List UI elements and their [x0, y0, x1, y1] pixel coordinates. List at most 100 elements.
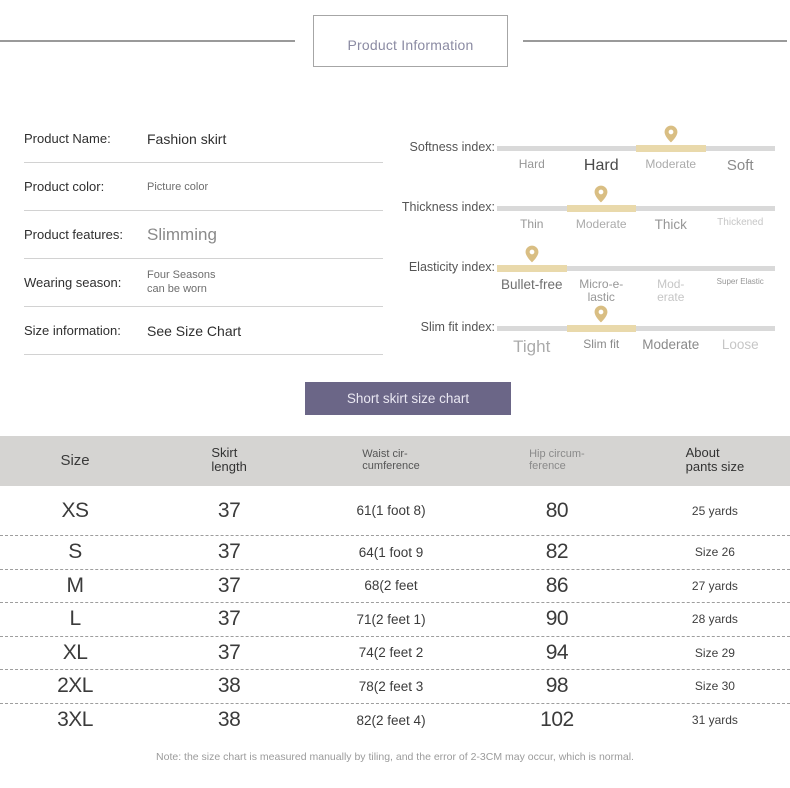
- slider-track: [497, 205, 775, 212]
- product-color-label: Product color:: [24, 179, 105, 194]
- index-option: Loose: [721, 337, 759, 352]
- cell-hip: 86: [545, 573, 569, 597]
- index-option: Mod- erate: [657, 277, 685, 304]
- index-option: Super Elastic: [716, 277, 764, 286]
- index-option: Hard: [518, 157, 545, 171]
- location-pin-icon: [663, 125, 679, 143]
- cell-pants-size: 31 yards: [691, 713, 738, 728]
- cell-pants-size: 25 yards: [691, 503, 738, 518]
- slider-track: [497, 265, 775, 272]
- wearing-season-row: Wearing season: Four Seasons can be worn: [24, 259, 383, 307]
- index-option: Soft: [726, 157, 754, 174]
- index-option: Slim fit: [583, 337, 620, 351]
- product-color-value: Picture color: [147, 180, 209, 193]
- size-chart-banner-button[interactable]: Short skirt size chart: [305, 382, 511, 415]
- table-row: 3XL 38 82(2 feet 4) 102 31 yards: [0, 704, 790, 738]
- slider-highlight: [636, 145, 706, 152]
- size-information-row: Size information: See Size Chart: [24, 307, 383, 355]
- column-header-hip: Hip circum- ference: [529, 447, 585, 473]
- location-pin-icon: [593, 185, 609, 203]
- cell-skirt-length: 37: [217, 540, 241, 564]
- cell-size: L: [69, 607, 81, 631]
- column-header-size: Size: [60, 452, 90, 469]
- slim-fit-index-row: Slim fit index: Tight Slim fit Moderate …: [400, 300, 790, 360]
- thickness-index-row: Thickness index: Thin Moderate Thick Thi…: [400, 180, 790, 240]
- size-information-label: Size information:: [24, 323, 121, 338]
- cell-waist: 82(2 feet 4): [356, 712, 426, 728]
- wearing-season-label: Wearing season:: [24, 275, 122, 290]
- index-option: Moderate: [575, 217, 627, 231]
- location-pin-icon: [524, 245, 540, 263]
- cell-waist: 78(2 feet 3: [358, 678, 424, 694]
- header-rule-left: [0, 40, 295, 42]
- slider-track: [497, 145, 775, 152]
- product-color-row: Product color: Picture color: [24, 163, 383, 211]
- product-name-label: Product Name:: [24, 131, 111, 146]
- softness-index-row: Softness index: Hard Hard Moderate Soft: [400, 120, 790, 180]
- cell-size: 3XL: [57, 708, 93, 732]
- cell-waist: 68(2 feet: [364, 578, 418, 594]
- index-option: Thin: [520, 217, 544, 231]
- table-row: M 37 68(2 feet 86 27 yards: [0, 570, 790, 603]
- column-header-skirt-length: Skirt length: [211, 444, 247, 475]
- page-header: Product Information: [0, 15, 790, 82]
- cell-waist: 61(1 foot 8): [356, 503, 426, 518]
- location-pin-icon: [593, 305, 609, 323]
- cell-waist: 71(2 feet 1): [356, 611, 426, 627]
- index-option: Bullet-free: [500, 277, 563, 292]
- cell-skirt-length: 37: [217, 607, 241, 631]
- index-option: Thick: [654, 217, 687, 232]
- cell-waist: 64(1 foot 9: [358, 544, 424, 560]
- index-option: Moderate: [645, 157, 697, 171]
- cell-size: XL: [62, 640, 88, 664]
- cell-size: 2XL: [57, 674, 93, 698]
- cell-skirt-length: 37: [217, 498, 241, 522]
- product-detail-page: Product Information Product Name: Fashio…: [0, 15, 790, 763]
- measurement-note: Note: the size chart is measured manuall…: [156, 751, 634, 763]
- table-row: 2XL 38 78(2 feet 3 98 Size 30: [0, 670, 790, 704]
- cell-skirt-length: 37: [217, 640, 241, 664]
- product-name-row: Product Name: Fashion skirt: [24, 115, 383, 163]
- column-header-waist: Waist cir- cumference: [362, 447, 420, 473]
- index-option: Tight: [513, 337, 551, 356]
- size-information-value: See Size Chart: [147, 322, 242, 339]
- slider-highlight: [566, 325, 636, 332]
- table-row: XS 37 61(1 foot 8) 80 25 yards: [0, 486, 790, 536]
- thickness-index-label: Thickness index:: [401, 200, 495, 214]
- product-features-label: Product features:: [24, 227, 123, 242]
- table-row: S 37 64(1 foot 9 82 Size 26: [0, 536, 790, 570]
- elasticity-index-row: Elasticity index: Bullet-free Micro-e- l…: [400, 240, 790, 304]
- cell-hip: 94: [545, 640, 569, 664]
- cell-size: M: [66, 573, 85, 597]
- slider-track: [497, 325, 775, 332]
- cell-pants-size: Size 29: [694, 645, 735, 660]
- cell-waist: 74(2 feet 2: [358, 645, 424, 661]
- product-features-row: Product features: Slimming: [24, 211, 383, 259]
- table-header-row: Size Skirt length Waist cir- cumference …: [0, 436, 790, 486]
- cell-pants-size: 28 yards: [691, 612, 738, 627]
- wearing-season-value: Four Seasons can be worn: [147, 268, 216, 295]
- size-chart-table: Size Skirt length Waist cir- cumference …: [0, 436, 790, 737]
- table-row: XL 37 74(2 feet 2 94 Size 29: [0, 637, 790, 670]
- elasticity-index-label: Elasticity index:: [408, 260, 495, 274]
- page-title: Product Information: [347, 37, 474, 53]
- cell-size: XS: [61, 498, 90, 522]
- cell-hip: 80: [545, 498, 569, 522]
- page-title-box: Product Information: [313, 15, 508, 67]
- product-name-value: Fashion skirt: [147, 130, 227, 147]
- column-header-pants-size: About pants size: [685, 444, 745, 475]
- cell-hip: 102: [540, 708, 574, 732]
- cell-pants-size: Size 30: [694, 679, 735, 694]
- cell-hip: 90: [545, 607, 569, 631]
- slider-highlight: [566, 205, 636, 212]
- cell-skirt-length: 37: [217, 573, 241, 597]
- product-attributes: Product Name: Fashion skirt Product colo…: [0, 115, 400, 360]
- table-row: L 37 71(2 feet 1) 90 28 yards: [0, 603, 790, 637]
- cell-hip: 82: [545, 540, 569, 564]
- cell-pants-size: 27 yards: [691, 578, 738, 593]
- content-columns: Product Name: Fashion skirt Product colo…: [0, 115, 790, 360]
- header-rule-right: [523, 40, 787, 42]
- index-option: Hard: [583, 157, 619, 174]
- index-option: Micro-e- lastic: [579, 277, 624, 304]
- cell-hip: 98: [545, 674, 569, 698]
